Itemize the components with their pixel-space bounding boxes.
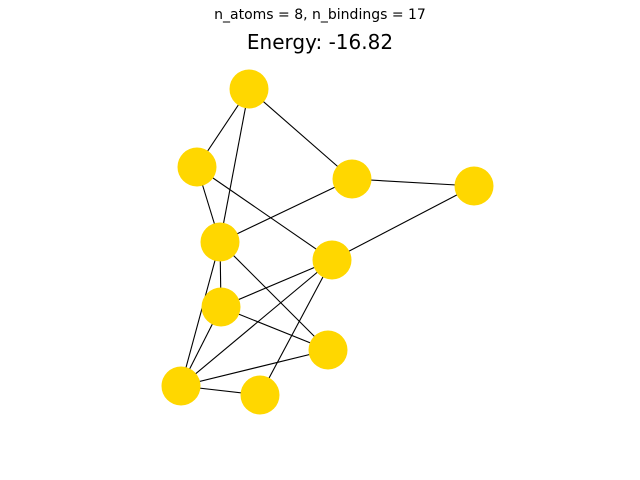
edge-b-f [196,166,333,261]
atom-node-g [201,287,241,327]
atom-node-h [308,330,348,370]
atom-node-e [200,222,240,262]
edge-d-f [331,185,475,261]
atom-node-c [332,159,372,199]
figure-subtitle: n_atoms = 8, n_bindings = 17 [214,7,426,23]
atom-node-a [229,69,269,109]
edge-c-e [219,178,353,243]
edge-h-i [180,349,329,387]
edge-a-c [248,88,353,180]
edge-c-d [351,178,475,187]
edge-a-e [219,88,250,243]
edge-e-i [180,241,221,387]
edge-f-j [259,259,333,396]
edge-f-i [180,259,333,387]
atom-node-b [177,147,217,187]
atom-node-d [454,166,494,206]
atom-node-i [161,366,201,406]
atom-node-f [312,240,352,280]
nodes-layer [161,69,494,415]
edge-f-g [220,259,333,308]
edge-e-h [219,241,329,351]
figure-title: Energy: -16.82 [246,30,394,54]
atom-node-j [240,375,280,415]
